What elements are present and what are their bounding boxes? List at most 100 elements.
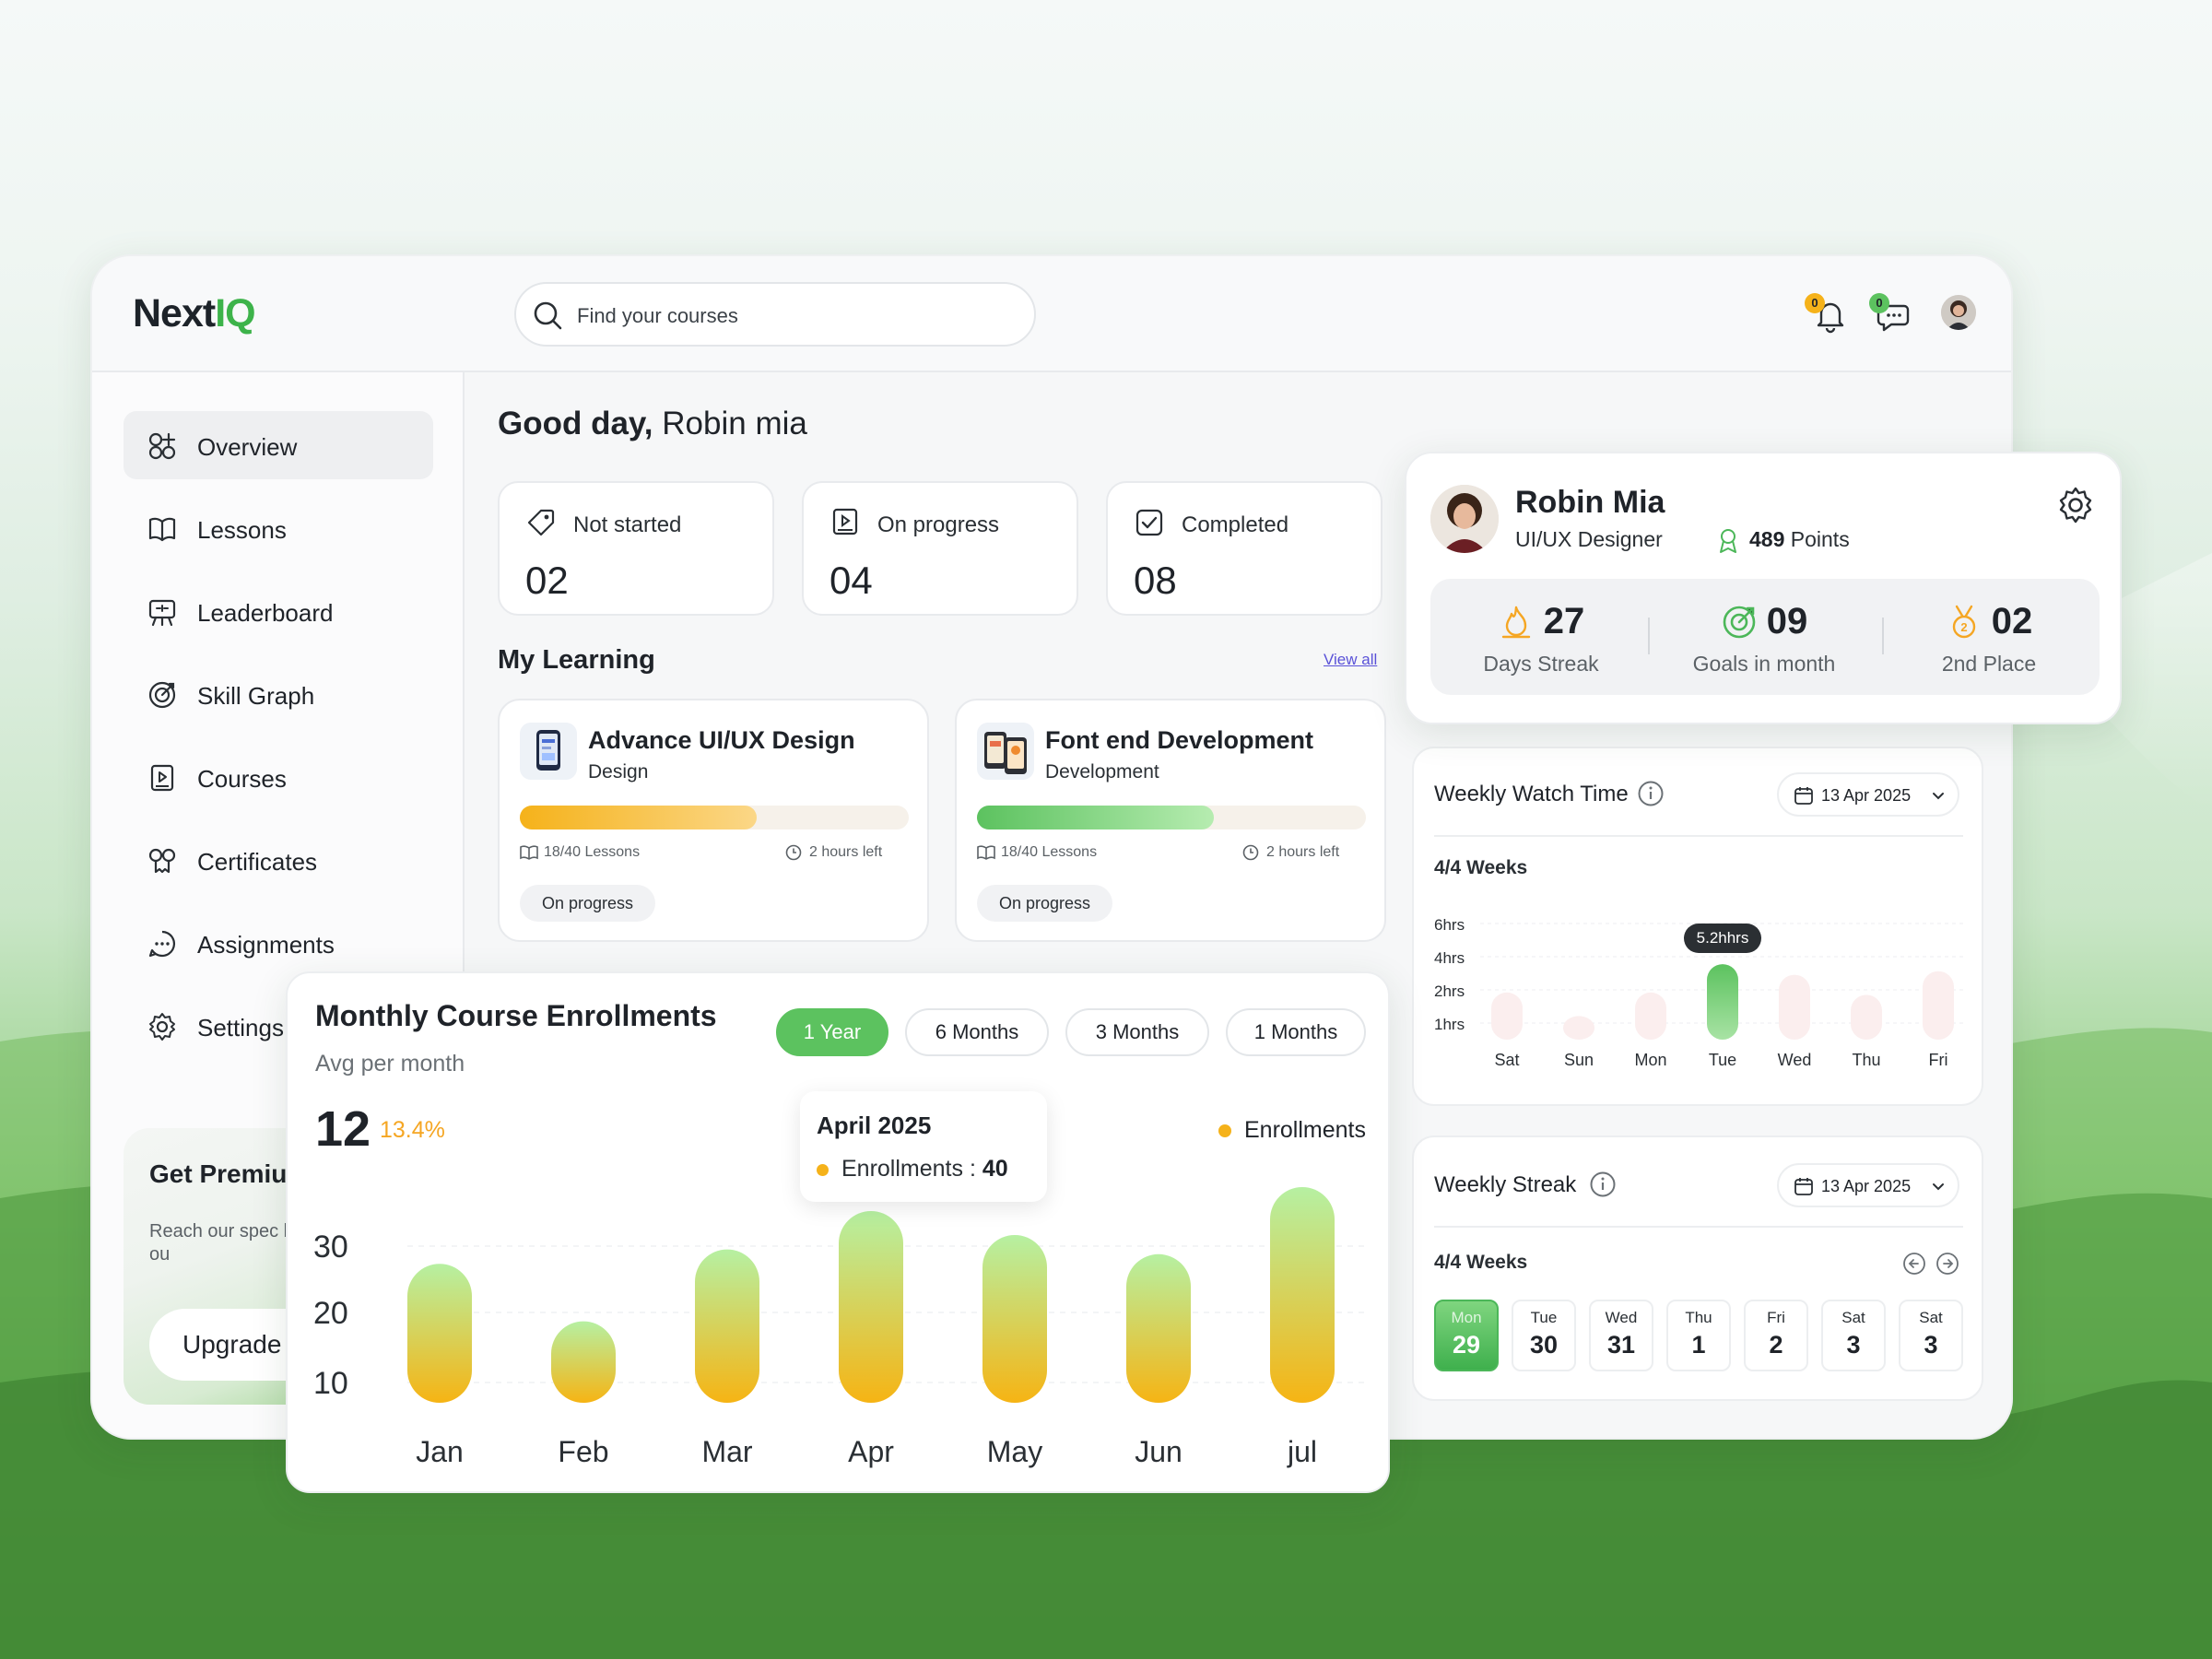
points-value: 489 [1749, 527, 1785, 551]
info-icon[interactable] [1589, 1171, 1617, 1198]
date-picker[interactable]: 13 Apr 2025 [1777, 772, 1959, 817]
calendar-icon [1794, 1178, 1813, 1195]
sidebar-item-label: Skill Graph [197, 682, 315, 710]
chart-legend: Enrollments [1218, 1117, 1366, 1144]
chart-tooltip: April 2025 Enrollments : 40 [800, 1091, 1047, 1202]
enrollment-bar[interactable] [839, 1211, 903, 1403]
stat-label: Not started [573, 512, 682, 537]
medal-icon: 2 [1952, 605, 1975, 638]
enrollment-bar[interactable] [695, 1249, 759, 1403]
sidebar-item-certificates[interactable]: Certificates [124, 826, 433, 894]
date-text: 13 Apr 2025 [1821, 786, 1912, 805]
stat-card-completed[interactable]: Completed 08 [1106, 481, 1382, 616]
greeting-prefix: Good day, [498, 406, 653, 441]
lessons-count: 18/40 Lessons [520, 844, 640, 861]
target-icon [148, 681, 176, 709]
y-tick-label: 4hrs [1434, 949, 1465, 967]
watch-bar[interactable] [1635, 992, 1666, 1040]
day-label: Tue [1709, 1051, 1736, 1069]
weekly-watch-panel: Weekly Watch Time 13 Apr 2025 4/4 Weeks … [1412, 747, 1983, 1106]
course-card[interactable]: Font end Development Development 18/40 L… [955, 699, 1386, 942]
sidebar-item-label: Leaderboard [197, 599, 334, 627]
streak-day[interactable]: Wed 31 [1589, 1300, 1653, 1371]
filter-1-year[interactable]: 1 Year [776, 1008, 888, 1056]
medal-icon [1720, 528, 1736, 553]
enrollment-bar[interactable] [1270, 1187, 1335, 1403]
enrollment-bar[interactable] [551, 1321, 616, 1403]
time-left-text: 2 hours left [809, 844, 883, 861]
day-date: 2 [1769, 1331, 1783, 1359]
sidebar-item-label: Assignments [197, 931, 335, 959]
search-bar[interactable]: Find your courses [514, 282, 1036, 347]
search-input[interactable]: Find your courses [577, 304, 738, 327]
streak-day[interactable]: Fri 2 [1744, 1300, 1808, 1371]
watch-bar[interactable] [1851, 994, 1882, 1040]
streak-day[interactable]: Sat 3 [1821, 1300, 1886, 1371]
streak-day[interactable]: Thu 1 [1666, 1300, 1731, 1371]
next-week-button[interactable] [1936, 1252, 1959, 1276]
streak-day[interactable]: Mon 29 [1434, 1300, 1499, 1371]
day-name: Mon [1451, 1309, 1482, 1326]
filter-3-months[interactable]: 3 Months [1065, 1008, 1209, 1056]
course-card[interactable]: Advance UI/UX Design Design 18/40 Lesson… [498, 699, 929, 942]
watch-bar[interactable] [1491, 992, 1523, 1040]
target-icon [1723, 606, 1756, 638]
stat-card-on-progress[interactable]: On progress 04 [802, 481, 1078, 616]
watch-bar[interactable] [1707, 964, 1738, 1040]
messages-button[interactable]: 0 [1869, 293, 1915, 335]
status-badge: On progress [520, 885, 656, 922]
stat-label: Completed [1182, 512, 1289, 537]
notification-button[interactable]: 0 [1805, 293, 1851, 335]
lessons-text: 18/40 Lessons [544, 844, 641, 860]
sidebar-item-courses[interactable]: Courses [124, 743, 433, 811]
date-picker[interactable]: 13 Apr 2025 [1777, 1163, 1959, 1207]
weekly-streak-title: Weekly Streak [1434, 1172, 1577, 1197]
filter-6-months[interactable]: 6 Months [905, 1008, 1049, 1056]
sidebar-item-assignments[interactable]: Assignments [124, 909, 433, 977]
streak-day[interactable]: Tue 30 [1512, 1300, 1576, 1371]
x-tick-label: Apr [848, 1435, 894, 1468]
streak-day[interactable]: Sat 3 [1899, 1300, 1963, 1371]
book-play-icon [832, 508, 858, 535]
watch-chart-svg: Sat Sun Mon Tue Wed Thu Fri [1480, 923, 1963, 1069]
enrollments-subtitle: Avg per month [315, 1051, 465, 1077]
user-avatar[interactable] [1941, 295, 1976, 330]
profile-avatar[interactable] [1430, 485, 1499, 553]
app-logo[interactable]: NextIQ [133, 291, 256, 336]
date-text: 13 Apr 2025 [1821, 1177, 1912, 1195]
weeks-label: 4/4 Weeks [1434, 1252, 1528, 1273]
enrollment-bar[interactable] [407, 1264, 472, 1403]
watch-bar[interactable] [1563, 1016, 1594, 1040]
streak-day-row: Mon 29 Tue 30 Wed 31 Thu 1 Fri 2 Sat 3 Sat 3 [1434, 1300, 1969, 1373]
profile-stat-place: 2 02 2nd Place [1897, 601, 2081, 677]
sidebar-item-settings[interactable]: Settings [124, 992, 433, 1060]
y-tick-label: 30 [313, 1230, 348, 1265]
sidebar-item-label: Overview [197, 433, 298, 461]
sidebar-item-overview[interactable]: Overview [124, 411, 433, 479]
watch-bar[interactable] [1779, 974, 1810, 1040]
enrollment-bar[interactable] [982, 1235, 1047, 1403]
stat-card-not-started[interactable]: Not started 02 [498, 481, 774, 616]
filter-1-months[interactable]: 1 Months [1226, 1008, 1366, 1056]
weekly-streak-panel: Weekly Streak 13 Apr 2025 4/4 Weeks Mon 2… [1412, 1135, 1983, 1401]
sidebar-item-lessons[interactable]: Lessons [124, 494, 433, 562]
certificate-icon [148, 848, 176, 874]
profile-points: 489 Points [1716, 527, 1850, 554]
sidebar-item-label: Settings [197, 1014, 284, 1041]
clock-icon [785, 844, 802, 861]
tooltip-dot [817, 1163, 829, 1176]
avatar-image [1430, 485, 1499, 553]
prev-week-button[interactable] [1902, 1252, 1926, 1276]
info-icon[interactable] [1637, 780, 1665, 807]
svg-text:2: 2 [1960, 620, 1967, 634]
enrollments-chart: 30 20 10 Jan Feb Mar Apr May Jun jul [313, 1187, 1366, 1468]
courses-icon [150, 764, 174, 792]
enrollment-bar[interactable] [1126, 1253, 1191, 1403]
sidebar-item-leaderboard[interactable]: Leaderboard [124, 577, 433, 645]
settings-gear-icon[interactable] [2055, 485, 2096, 525]
sidebar-item-skill-graph[interactable]: Skill Graph [124, 660, 433, 728]
course-progress-fill [977, 806, 1215, 830]
watch-bar[interactable] [1923, 971, 1954, 1040]
x-tick-label: Jun [1135, 1435, 1182, 1468]
view-all-link[interactable]: View all [1324, 651, 1378, 668]
